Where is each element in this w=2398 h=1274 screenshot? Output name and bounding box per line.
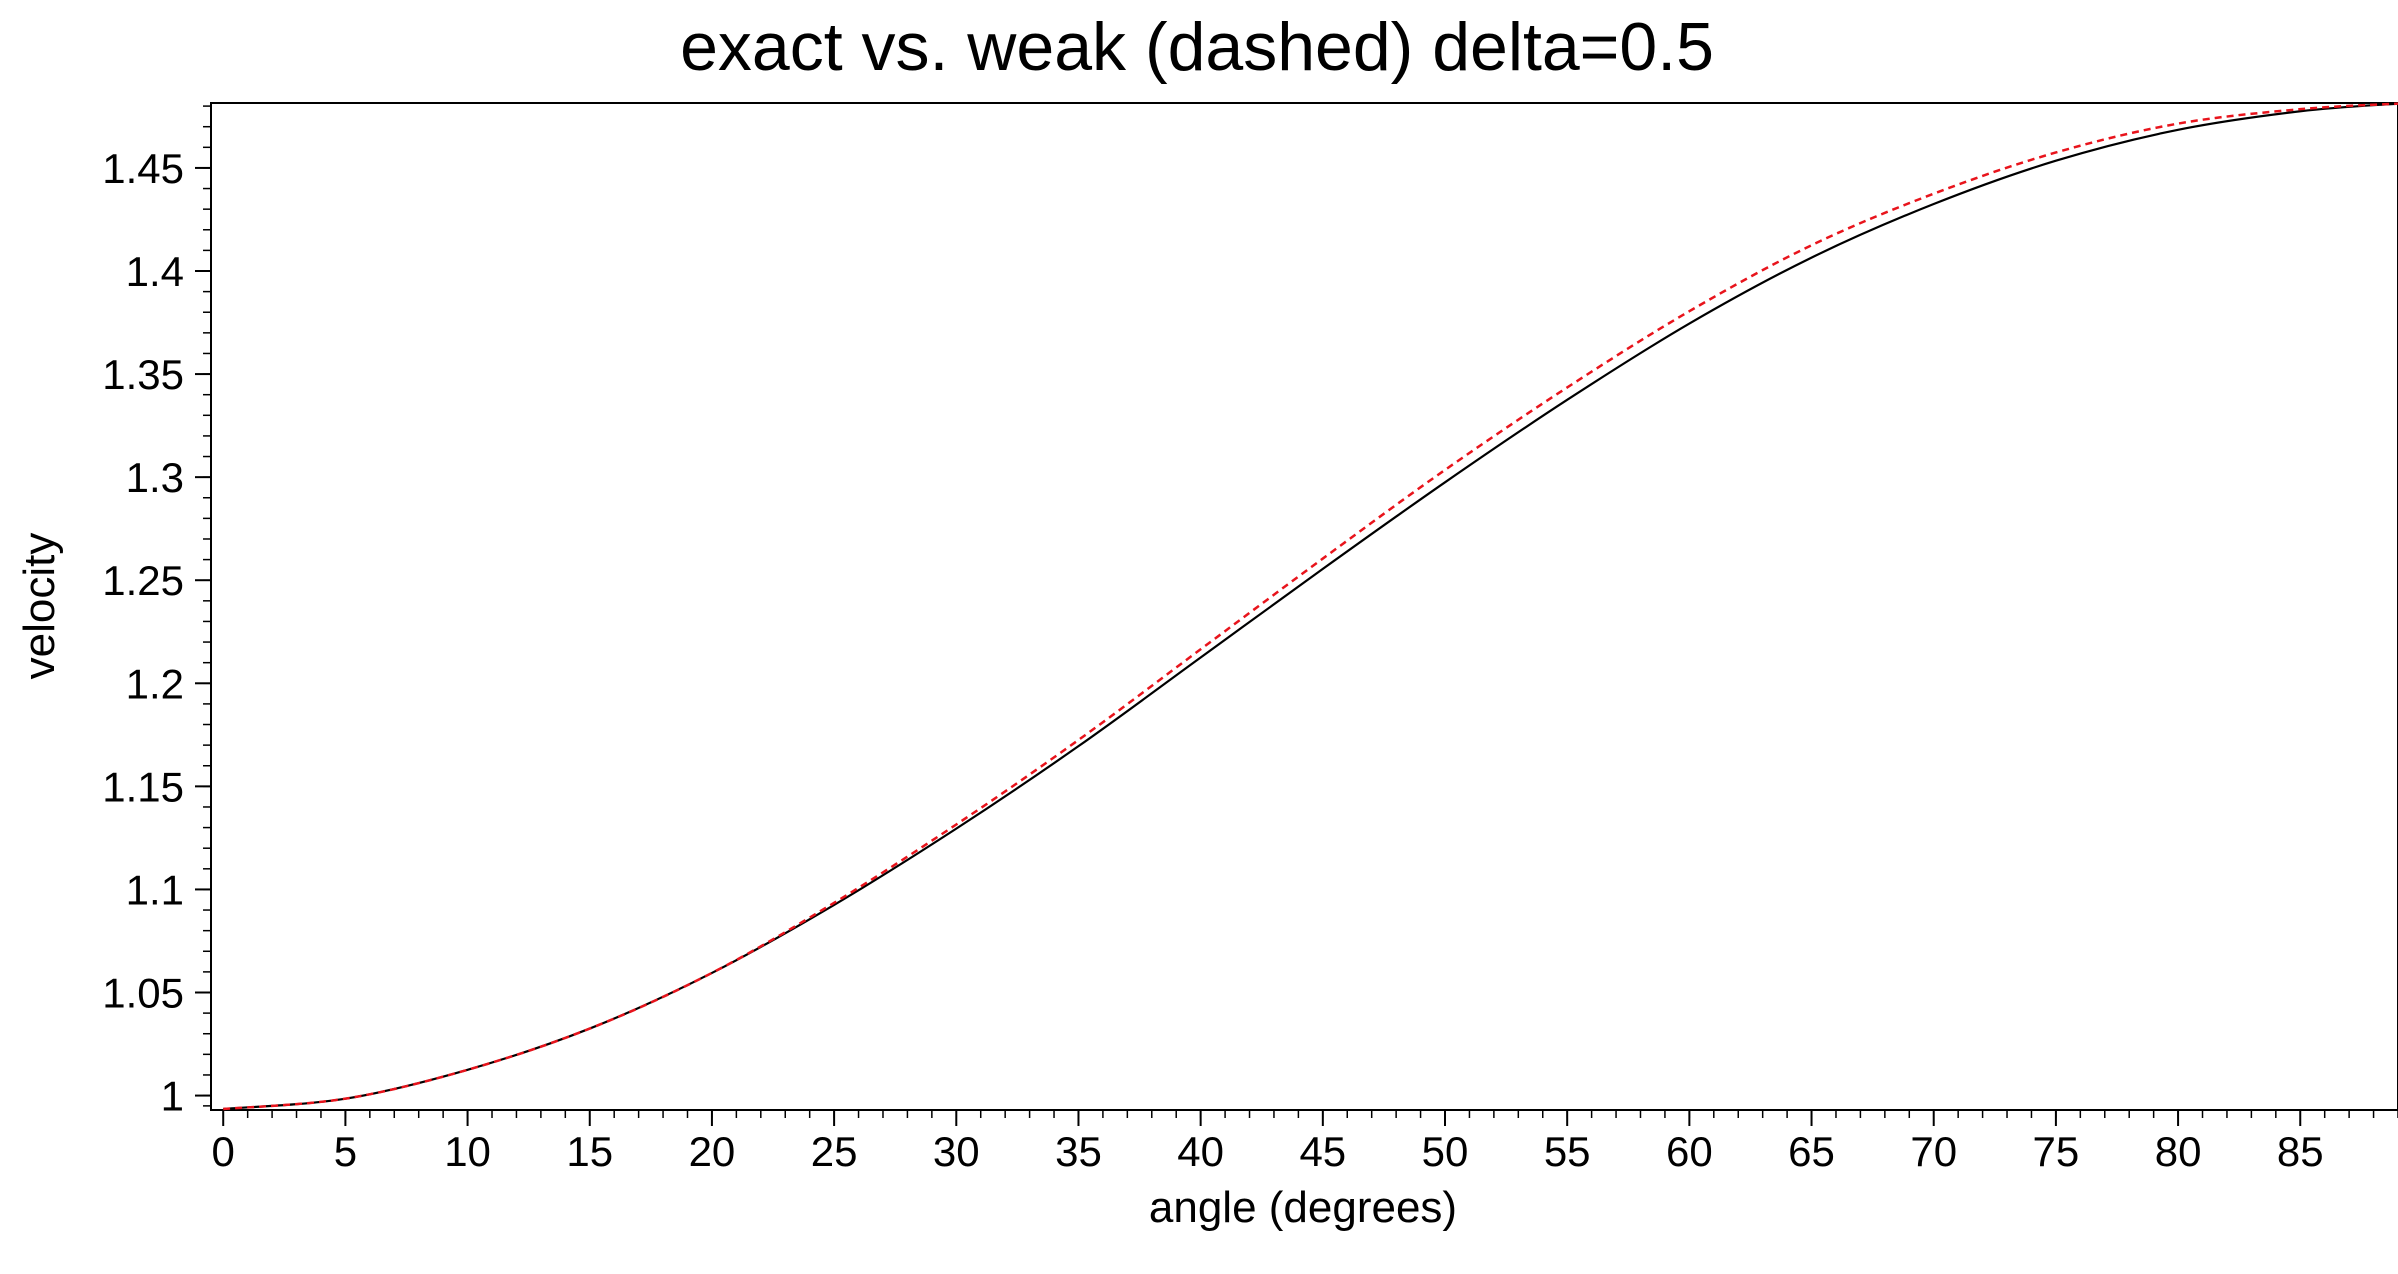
chart-title: exact vs. weak (dashed) delta=0.5: [680, 9, 1714, 85]
y-tick-label: 1.3: [126, 454, 184, 501]
y-tick-label: 1.25: [102, 557, 184, 604]
y-axis-label: velocity: [15, 533, 64, 680]
exact-series-line: [223, 102, 2398, 1111]
x-tick-label: 70: [1910, 1128, 1957, 1175]
x-tick-label: 55: [1544, 1128, 1591, 1175]
x-tick-label: 80: [2155, 1128, 2202, 1175]
y-ticks: 1 1.05 1.1 1.15 1.2 1.25 1.3 1.35 1.4 1.45: [102, 145, 211, 1120]
y-minor-ticks: [203, 105, 211, 1107]
y-tick-label: 1.05: [102, 969, 184, 1016]
x-tick-label: 50: [1422, 1128, 1469, 1175]
x-tick-label: 30: [933, 1128, 980, 1175]
x-tick-label: 45: [1299, 1128, 1346, 1175]
x-tick-label: 15: [566, 1128, 613, 1175]
x-tick-label: 35: [1055, 1128, 1102, 1175]
y-tick-label: 1.4: [126, 248, 184, 295]
y-tick-label: 1.15: [102, 763, 184, 810]
y-tick-label: 1.2: [126, 660, 184, 707]
plot-frame: [210, 102, 2398, 1111]
x-tick-label: 85: [2277, 1128, 2324, 1175]
y-tick-label: 1: [161, 1073, 184, 1120]
x-tick-label: 75: [2033, 1128, 2080, 1175]
series-layer: [223, 102, 2398, 1111]
x-axis-label: angle (degrees): [1149, 1183, 1457, 1232]
y-tick-label: 1.1: [126, 866, 184, 913]
x-tick-label: 40: [1177, 1128, 1224, 1175]
x-tick-label: 10: [444, 1128, 491, 1175]
x-minor-ticks: [222, 1110, 2398, 1118]
x-tick-label: 60: [1666, 1128, 1713, 1175]
x-tick-label: 25: [811, 1128, 858, 1175]
y-tick-label: 1.45: [102, 145, 184, 192]
x-tick-label: 20: [689, 1128, 736, 1175]
y-tick-label: 1.35: [102, 351, 184, 398]
weak-series-line: [223, 102, 2398, 1111]
x-tick-label: 65: [1788, 1128, 1835, 1175]
x-tick-label: 5: [334, 1128, 357, 1175]
x-ticks: 0 5 10 15 20 25 30 35 40 45 50 55 60 65 70 75 80 85: [212, 1110, 2324, 1175]
x-tick-label: 0: [212, 1128, 235, 1175]
